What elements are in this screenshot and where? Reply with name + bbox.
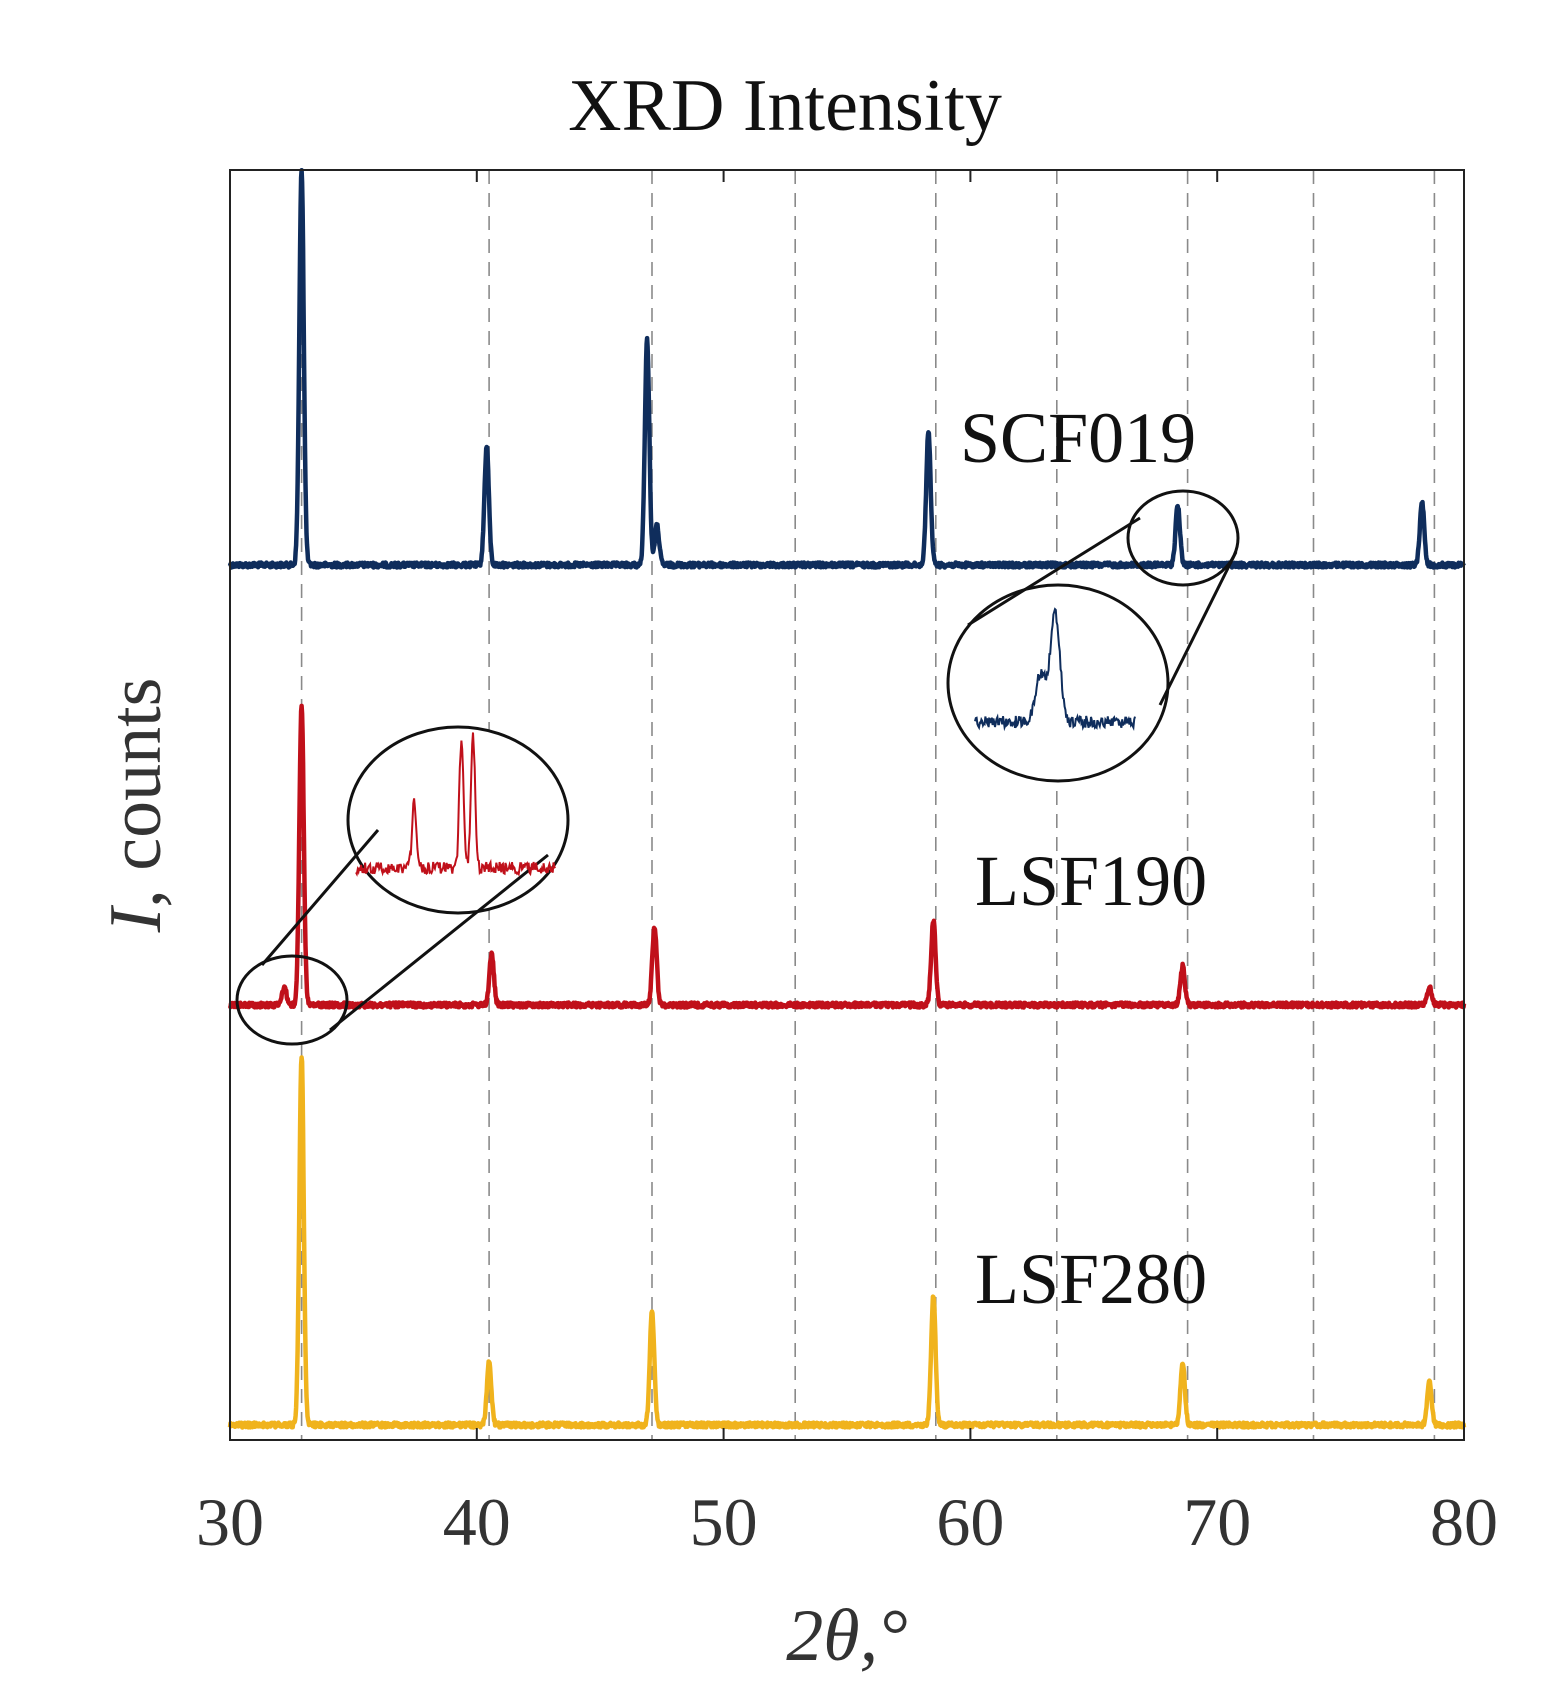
x-tick-label-40: 40 <box>443 1484 511 1560</box>
series-label-lsf280: LSF280 <box>975 1239 1207 1319</box>
series-line-lsf280 <box>227 1055 1467 1430</box>
plot-frame <box>229 169 1465 1441</box>
x-tick-label-60: 60 <box>936 1484 1004 1560</box>
series-label-lsf190: LSF190 <box>975 841 1207 921</box>
series-line-lsf190 <box>227 703 1467 1010</box>
x-tick-label-50: 50 <box>690 1484 758 1560</box>
scf019-zoom-source <box>1126 489 1240 587</box>
lsf190-zoom-connector-1 <box>260 829 380 966</box>
reference-gridlines <box>300 170 1436 1440</box>
x-axis-label: 2θ,° <box>786 1595 907 1677</box>
zoom-insets <box>235 489 1240 1046</box>
lsf190-zoom-connector-2 <box>329 853 549 1032</box>
series-label-scf019: SCF019 <box>960 398 1196 478</box>
chart-title: XRD Intensity <box>568 65 1002 147</box>
lsf190-zoom-source <box>235 954 349 1046</box>
y-axis-symbol: I <box>95 904 177 933</box>
scf019-zoom-connector-1 <box>967 516 1141 627</box>
x-tick-label-70: 70 <box>1183 1484 1251 1560</box>
lsf190-zoom-trace <box>355 732 556 877</box>
series-layer <box>227 167 1467 1430</box>
y-axis-label: I, counts <box>95 678 177 934</box>
x-axis-ticks: 30 40 50 60 70 80 <box>196 170 1498 1560</box>
series-line-scf019 <box>227 167 1466 570</box>
x-tick-label-80: 80 <box>1430 1484 1498 1560</box>
scf019-zoom-circle <box>946 583 1170 783</box>
y-axis-unit: , counts <box>95 678 177 908</box>
scf019-zoom-connector-2 <box>1158 551 1238 706</box>
scf019-zoom-trace <box>974 607 1136 732</box>
x-tick-label-30: 30 <box>196 1484 264 1560</box>
